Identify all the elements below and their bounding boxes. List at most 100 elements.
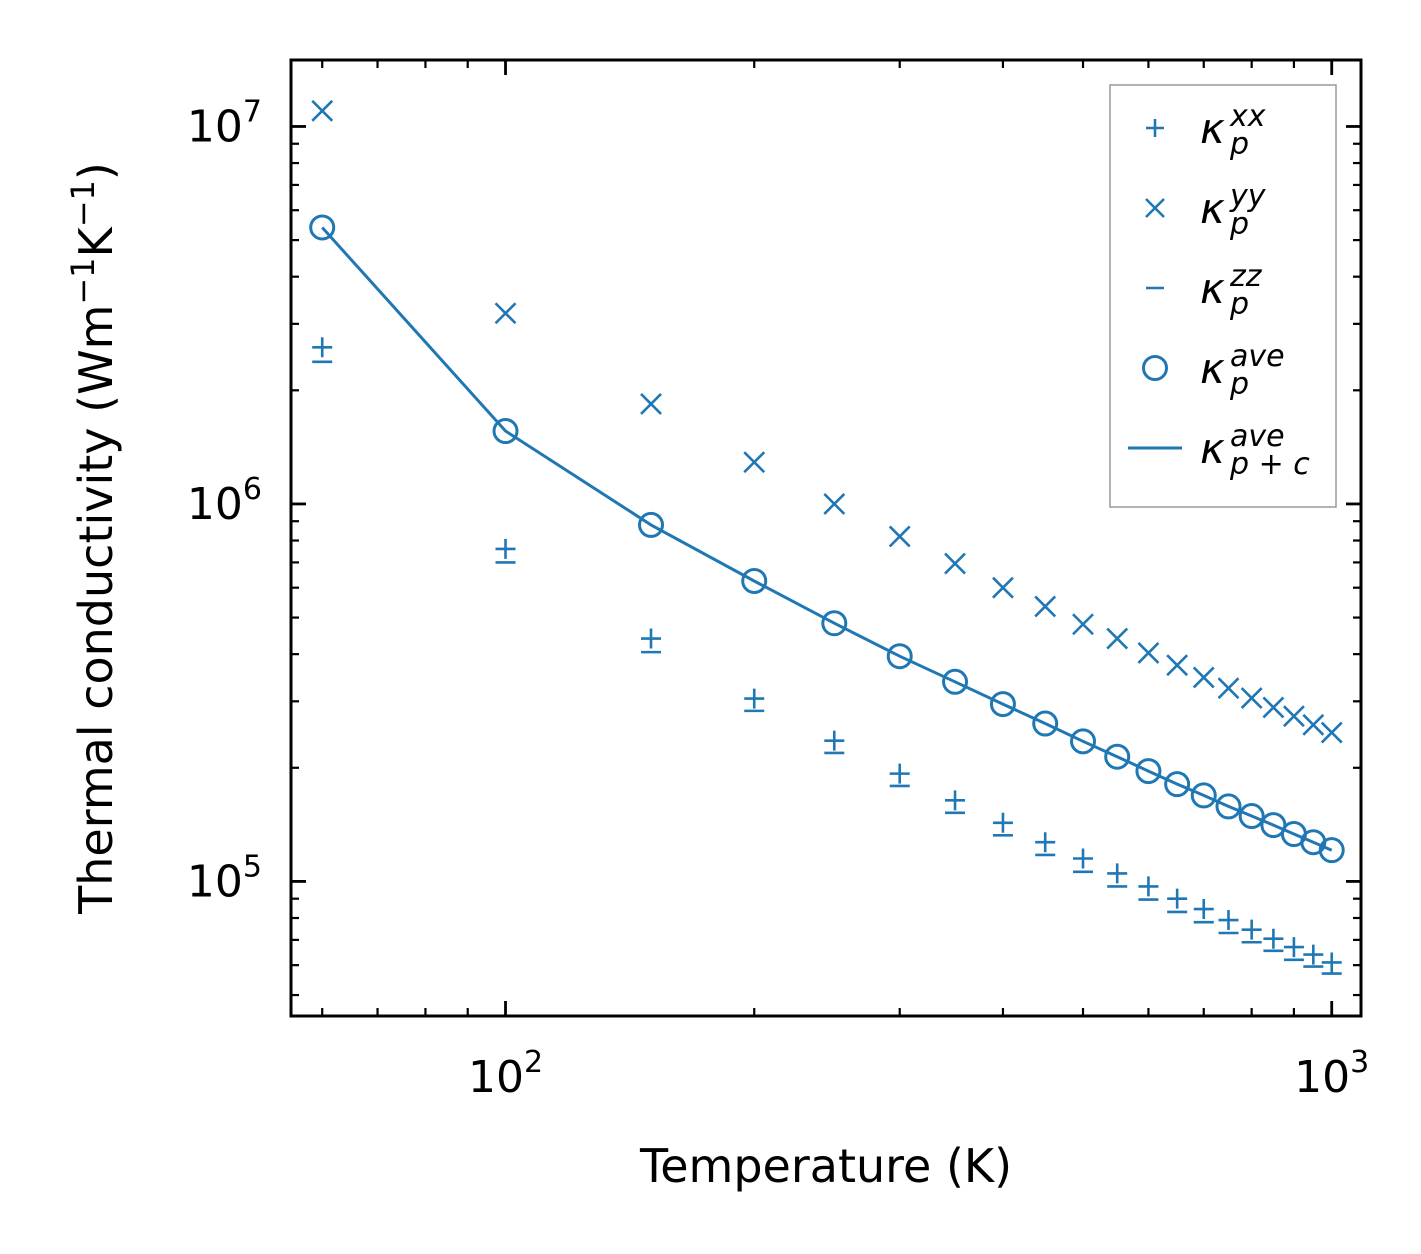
- legend-label-sub-kappa_p_yy: p: [1229, 207, 1249, 242]
- y-tick-label-exp: 6: [243, 472, 262, 507]
- point-kappa_p_ave: [1104, 743, 1131, 770]
- point-kappa_p_yy: [640, 393, 662, 415]
- point-kappa_p_yy: [1106, 627, 1129, 650]
- y-tick-label-base: 10: [187, 101, 243, 152]
- point-kappa_p_xx: [1107, 863, 1128, 884]
- point-kappa_p_yy: [311, 99, 334, 122]
- point-kappa_p_xx: [824, 730, 845, 751]
- point-kappa_p_xx: [312, 337, 333, 358]
- series-kappa_p_yy: [311, 99, 1343, 744]
- point-kappa_p_ave: [821, 610, 848, 637]
- point-kappa_p_xx: [1321, 952, 1342, 973]
- x-tick-label: 102: [468, 1045, 543, 1103]
- point-kappa_p_yy: [743, 451, 766, 474]
- legend-label-sup-kappa_p_ave: ave: [1230, 339, 1285, 374]
- point-kappa_p_xx: [1303, 944, 1324, 965]
- series-kappa_p_xx: [312, 337, 1342, 973]
- point-kappa_p_xx: [945, 790, 966, 811]
- point-kappa_p_yy: [1320, 721, 1343, 744]
- x-tick-label-exp: 3: [1350, 1045, 1369, 1080]
- series-kappa_p+c_ave: [321, 226, 1333, 852]
- legend-box: [1109, 84, 1337, 508]
- y-axis-label-end: ): [69, 162, 123, 180]
- point-kappa_p_xx: [1283, 937, 1304, 958]
- y-tick-label-base: 10: [187, 856, 243, 907]
- point-kappa_p_yy: [1262, 696, 1285, 719]
- x-axis-label: Temperature (K): [639, 1139, 1012, 1193]
- legend-label-sup-kappa_p_yy: yy: [1229, 179, 1267, 214]
- series-line-kappa_p+c_ave: [321, 226, 1333, 852]
- y-tick-label: 105: [187, 849, 262, 907]
- point-kappa_p_ave: [1032, 710, 1059, 737]
- y-tick-label: 106: [187, 472, 262, 530]
- x-tick-label-base: 10: [1294, 1052, 1350, 1103]
- point-kappa_p_ave: [741, 567, 768, 594]
- plot-marks: [309, 99, 1345, 975]
- point-kappa_p_ave: [886, 643, 913, 670]
- point-kappa_p_xx: [992, 812, 1013, 833]
- y-axis-label: Thermal conductivity (Wm−1K−1): [64, 162, 123, 915]
- point-kappa_p_ave: [1318, 837, 1345, 864]
- legend-label-sub-kappa_p_ave: p: [1229, 367, 1249, 402]
- point-kappa_p_yy: [1072, 613, 1094, 636]
- legend-label-kappa_p_yy: κ: [1200, 184, 1225, 233]
- point-kappa_p_yy: [494, 302, 517, 325]
- point-kappa_p_ave: [1164, 771, 1191, 798]
- y-tick-label-exp: 7: [243, 94, 262, 129]
- major-ticks: [291, 60, 1361, 1016]
- point-kappa_p_xx: [1193, 899, 1214, 920]
- point-kappa_p_yy: [992, 576, 1014, 599]
- point-kappa_p_yy: [1166, 654, 1189, 677]
- point-kappa_p_ave: [492, 418, 519, 445]
- x-tick-label-exp: 2: [524, 1045, 543, 1080]
- point-kappa_p_ave: [942, 668, 969, 695]
- legend-label-sup-kappa_p+c_ave: ave: [1230, 419, 1285, 454]
- legend-label-kappa_p_zz: κ: [1200, 264, 1225, 313]
- series-kappa_p_ave: [309, 214, 1345, 864]
- y-axis-label-exp2: −1: [64, 180, 102, 227]
- point-kappa_p_ave: [1135, 758, 1162, 785]
- point-kappa_p_yy: [1302, 713, 1325, 736]
- point-kappa_p_ave: [309, 214, 336, 241]
- legend-marker-kappa_p_ave: [1142, 355, 1168, 381]
- point-kappa_p_xx: [1263, 928, 1284, 949]
- point-kappa_p_xx: [1073, 848, 1094, 869]
- point-kappa_p_xx: [1218, 910, 1239, 931]
- point-kappa_p_ave: [1215, 793, 1242, 820]
- y-tick-label-exp: 5: [243, 849, 262, 884]
- legend-label-kappa_p_ave: κ: [1200, 344, 1225, 393]
- series-kappa_p_zz: [312, 360, 1342, 975]
- legend-marker-kappa_p_xx: [1146, 119, 1164, 137]
- legend-label-sub-kappa_p_zz: p: [1229, 287, 1249, 322]
- point-kappa_p_yy: [1137, 642, 1160, 664]
- plot-frame: [289, 58, 1363, 1018]
- point-kappa_p_ave: [989, 691, 1016, 718]
- point-kappa_p_yy: [823, 493, 846, 515]
- legend-marker-kappa_p_yy: [1145, 198, 1165, 218]
- point-kappa_p_ave: [1190, 782, 1217, 809]
- point-kappa_p_yy: [1192, 666, 1215, 689]
- y-axis-label-mid: K: [69, 225, 123, 257]
- y-tick-label-base: 10: [187, 479, 243, 530]
- y-axis-label-exp1: −1: [64, 257, 102, 304]
- point-kappa_p_yy: [888, 525, 911, 548]
- legend-label-sub-kappa_p_xx: p: [1229, 127, 1249, 162]
- point-kappa_p_xx: [744, 688, 765, 709]
- legend-label-kappa_p+c_ave: κ: [1200, 424, 1225, 473]
- x-tick-label-base: 10: [468, 1052, 524, 1103]
- point-kappa_p_ave: [638, 511, 665, 538]
- point-kappa_p_xx: [1138, 876, 1159, 897]
- legend-label-kappa_p_xx: κ: [1200, 104, 1225, 153]
- point-kappa_p_xx: [1167, 888, 1188, 909]
- legend-label-sub-kappa_p+c_ave: p + c: [1229, 447, 1310, 482]
- point-kappa_p_xx: [1035, 832, 1056, 853]
- point-kappa_p_xx: [1241, 919, 1262, 940]
- x-tick-label: 103: [1294, 1045, 1369, 1103]
- point-kappa_p_xx: [889, 763, 910, 784]
- legend-label-sup-kappa_p_xx: xx: [1229, 99, 1266, 134]
- y-axis-label-main: Thermal conductivity (Wm: [69, 305, 123, 915]
